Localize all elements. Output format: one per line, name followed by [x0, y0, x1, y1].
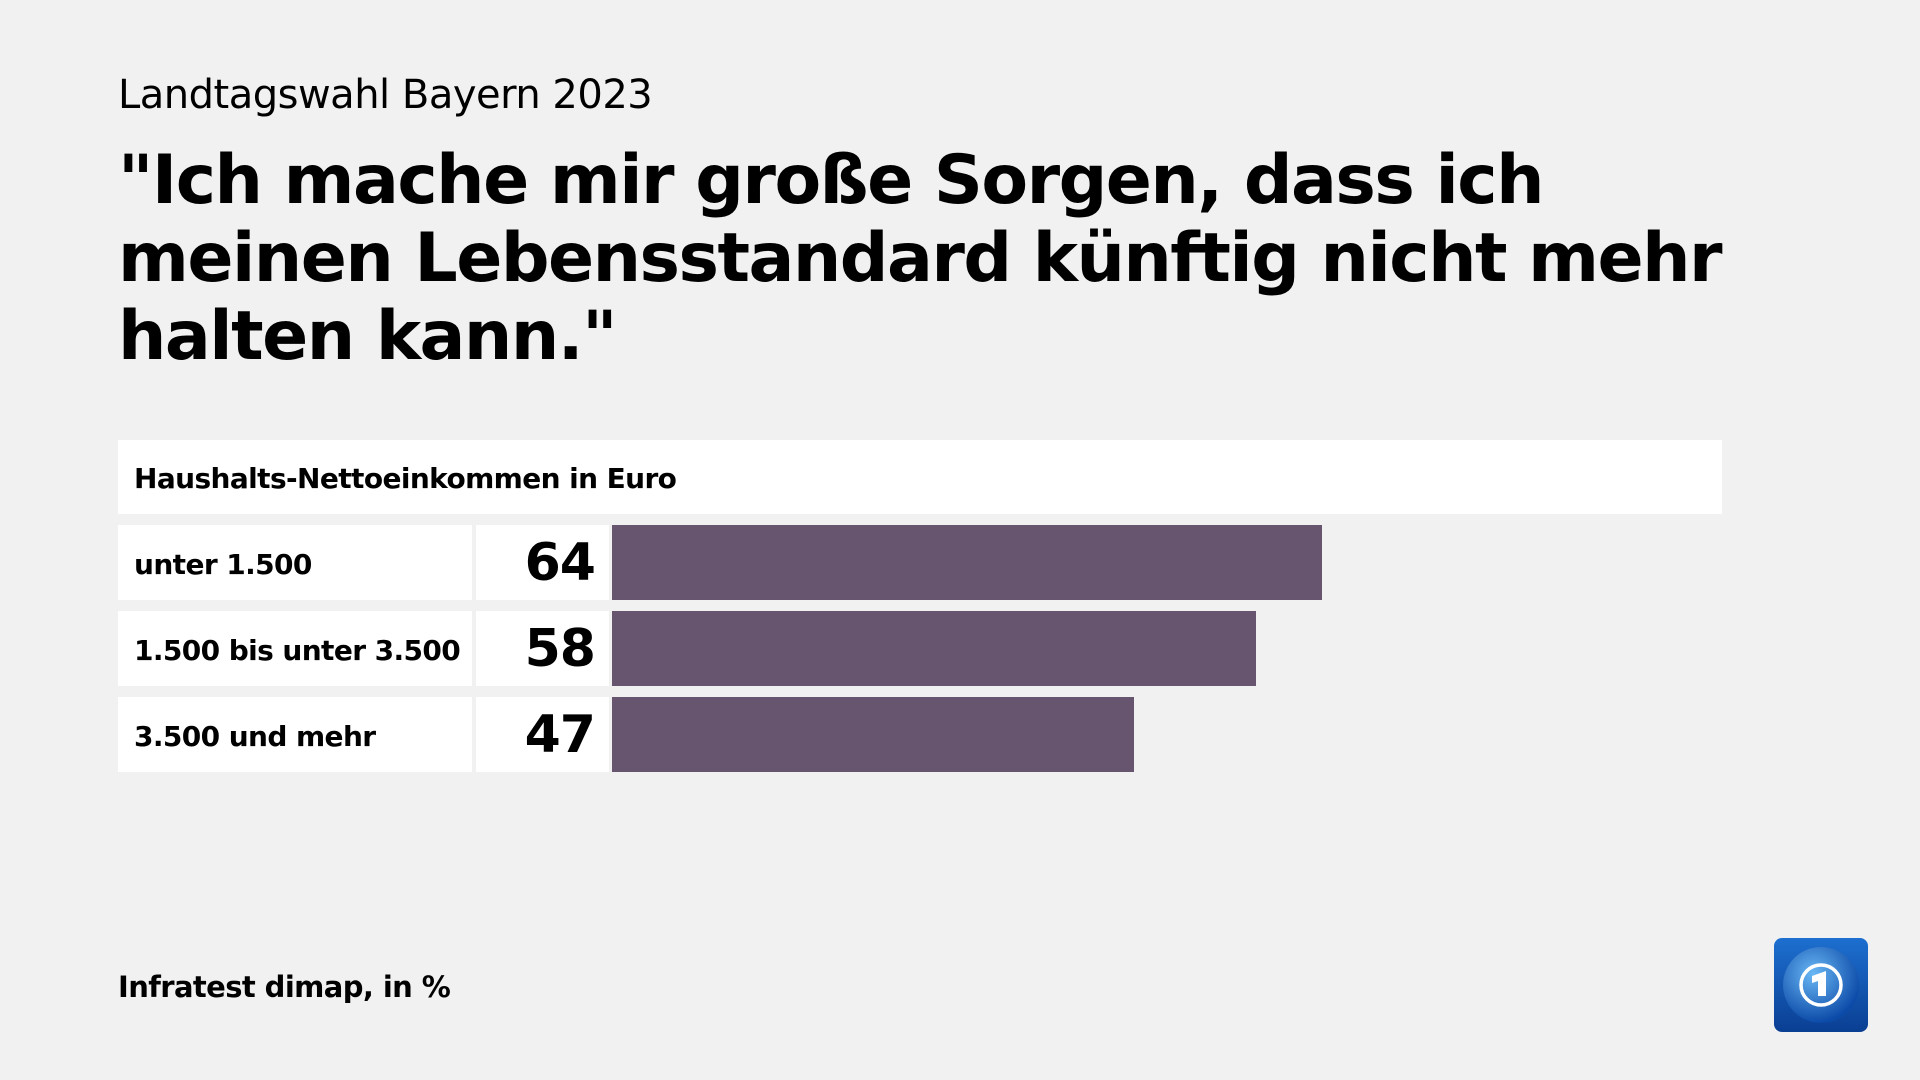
category-label: 1.500 bis unter 3.500: [134, 634, 461, 667]
category-label: 3.500 und mehr: [134, 720, 376, 753]
category-cell: unter 1.500: [118, 525, 472, 600]
group-label: Haushalts-Nettoeinkommen in Euro: [134, 462, 677, 495]
value-label: 58: [524, 619, 596, 679]
category-cell: 1.500 bis unter 3.500: [118, 611, 472, 686]
bar-row: 3.500 und mehr 47: [118, 697, 1722, 772]
supertitle: Landtagswahl Bayern 2023: [118, 72, 653, 118]
bar-row: unter 1.500 64: [118, 525, 1722, 600]
category-label: unter 1.500: [134, 548, 312, 581]
value-cell: 47: [476, 697, 609, 772]
bar-row: 1.500 bis unter 3.500 58: [118, 611, 1722, 686]
category-cell: 3.500 und mehr: [118, 697, 472, 772]
source-footer: Infratest dimap, in %: [118, 970, 451, 1004]
group-header: Haushalts-Nettoeinkommen in Euro: [118, 440, 1722, 514]
chart-title: "Ich mache mir große Sorgen, dass ich me…: [118, 141, 1723, 376]
value-label: 47: [524, 705, 596, 765]
value-label: 64: [524, 533, 596, 593]
bar: [612, 697, 1134, 772]
bar: [612, 611, 1256, 686]
bar: [612, 525, 1323, 600]
tagesschau-logo-icon: [1774, 938, 1868, 1032]
value-cell: 58: [476, 611, 609, 686]
value-cell: 64: [476, 525, 609, 600]
